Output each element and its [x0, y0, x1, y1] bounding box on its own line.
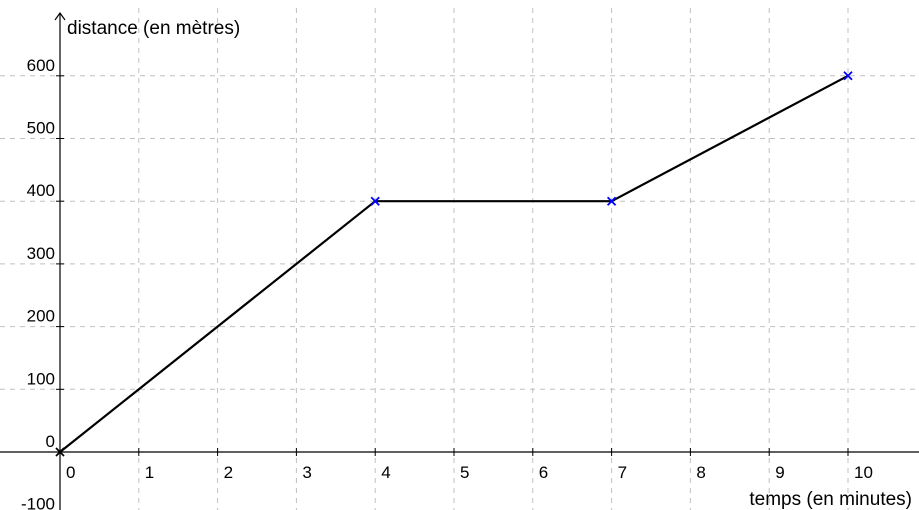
axes	[0, 11, 919, 510]
y-tick-label: 100	[27, 369, 55, 388]
grid	[0, 8, 919, 510]
data-point-marker	[370, 196, 380, 206]
x-axis-title: temps (en minutes)	[749, 489, 912, 510]
y-tick-label: 300	[27, 244, 55, 263]
x-tick-label: 2	[224, 463, 233, 482]
x-tick-label: 7	[618, 463, 627, 482]
data-point-marker	[843, 71, 853, 81]
tick-labels: 0 1 2 3 4 5 6 7 8 9 10 -100 0 100 200 300 400 500 600	[21, 56, 873, 510]
y-tick-label: 200	[27, 307, 55, 326]
y-tick-label: 600	[27, 56, 55, 75]
x-tick-label: 10	[854, 463, 873, 482]
data-point-marker	[606, 196, 617, 206]
data-points	[55, 71, 853, 457]
x-tick-label: 5	[460, 463, 469, 482]
y-axis-arrow	[54, 11, 66, 21]
x-tick-label: 1	[145, 463, 154, 482]
data-point-marker	[55, 447, 65, 457]
y-tick-label: 400	[27, 181, 55, 200]
y-tick-label: 500	[27, 119, 55, 138]
series	[59, 74, 849, 453]
x-tick-label: 6	[539, 463, 548, 482]
y-tick-label: -100	[21, 495, 55, 510]
y-axis-title: distance (en mètres)	[67, 18, 240, 39]
x-tick-label: 0	[66, 463, 75, 482]
series-segment	[611, 74, 849, 203]
series-segment	[59, 200, 376, 453]
x-tick-label: 4	[381, 463, 390, 482]
x-tick-label: 8	[696, 463, 705, 482]
y-tick-label: 0	[46, 432, 55, 451]
x-tick-label: 9	[775, 463, 784, 482]
x-tick-label: 3	[302, 463, 311, 482]
